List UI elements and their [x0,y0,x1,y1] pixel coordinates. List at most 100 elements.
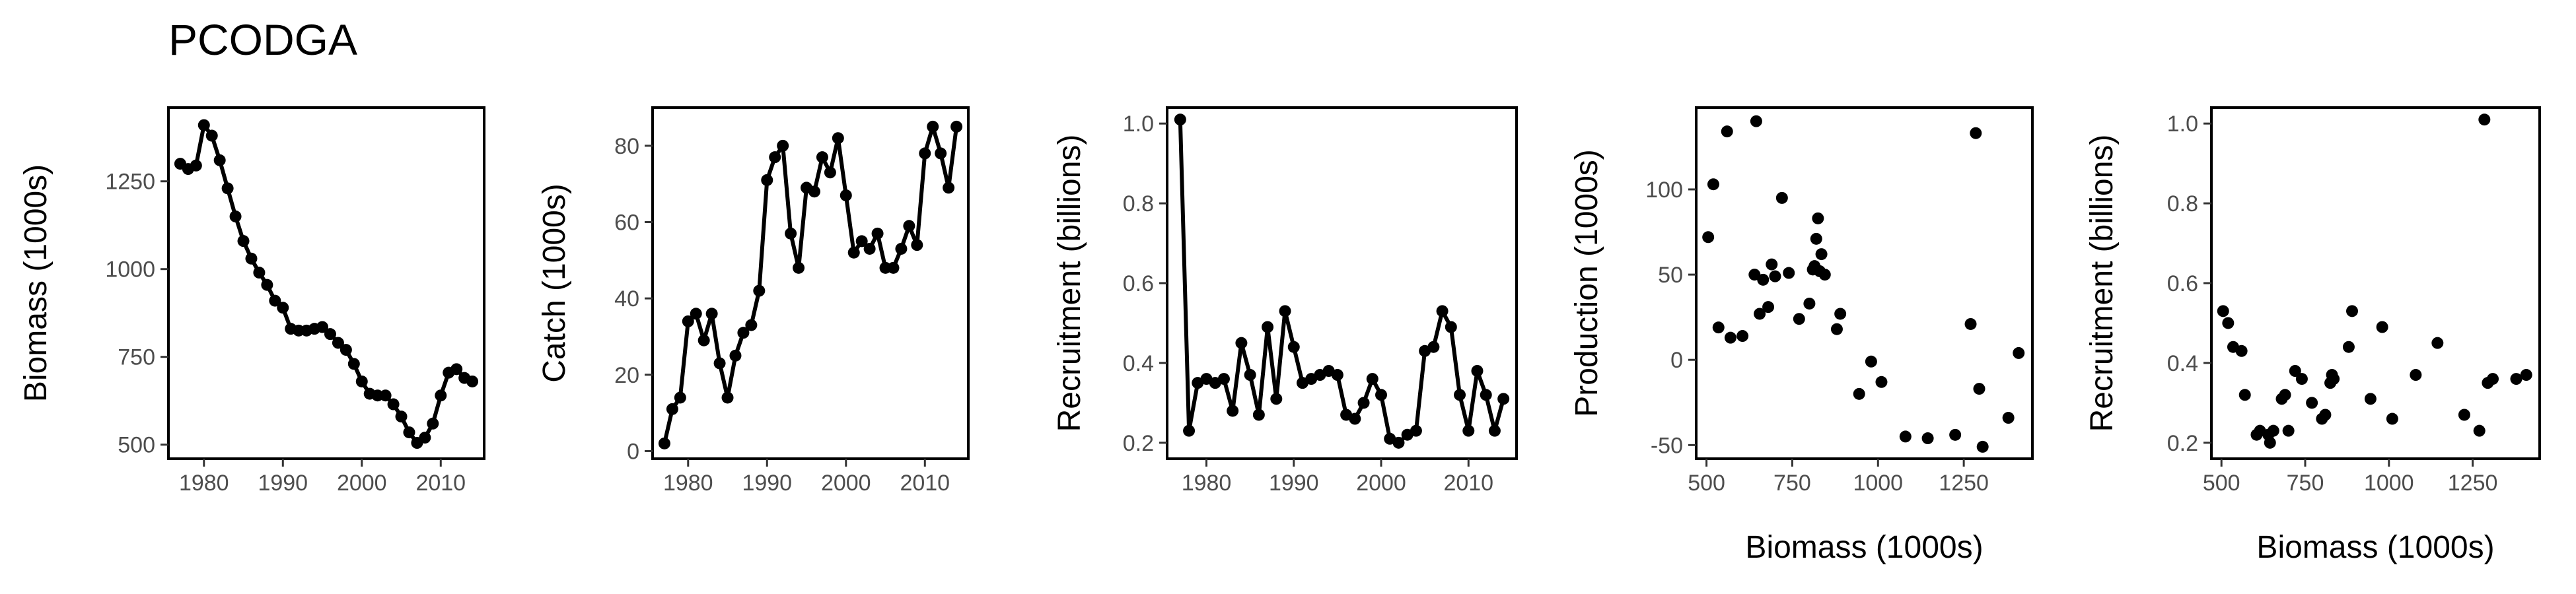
data-point [1976,440,1989,453]
data-point [427,417,439,430]
data-point [1748,269,1761,281]
data-point [1712,321,1725,334]
chart-panel-4: 500 750 1000 1250 -50 0 50 100 Production (1000s… [1569,106,2034,565]
data-point [1497,393,1510,405]
data-point [1392,436,1405,449]
data-point [785,227,797,240]
y-tick-label: 50 [1658,263,1683,288]
plot-frame [651,106,970,460]
x-tick-label: 1980 [179,471,229,496]
data-point [824,166,836,179]
data-point [832,132,844,145]
data-point [1949,428,1962,441]
data-point [690,308,702,320]
data-point [1875,376,1888,388]
x-axis-title: Biomass (1000s) [1745,530,1983,565]
x-tick-label: 2010 [415,471,466,496]
y-axis-title: Production (1000s) [1569,149,1604,417]
data-point [1235,337,1248,349]
data-point [2431,337,2444,349]
data-point [324,328,336,341]
data-point [1762,301,1775,314]
data-point [2342,341,2355,353]
data-point [705,308,718,320]
data-point [2473,424,2486,437]
data-point [919,147,931,160]
data-point [277,302,289,314]
data-point [253,267,266,279]
data-point [1462,424,1475,437]
data-point [2510,373,2522,385]
data-point [1445,321,1457,333]
data-point [1349,412,1361,425]
y-tick-label: 100 [1645,178,1683,203]
y-axis-title: Recruitment (billions) [2085,135,2120,432]
y-tick-label: 40 [614,286,639,312]
y-tick-label: 500 [118,433,155,458]
plot-frame [167,106,485,460]
data-point [1262,321,1274,333]
data-point [1174,114,1186,126]
data-point [1287,341,1300,353]
y-tick-label: 0.2 [1123,431,1154,456]
page-title: PCODGA [168,15,358,64]
data-point [2013,346,2025,359]
data-point [1270,393,1283,405]
data-point [340,344,352,356]
y-tick-label: 0.8 [2167,191,2198,216]
data-point [1736,330,1749,343]
x-tick-label: 500 [1688,471,1725,496]
data-point [729,349,742,362]
data-point [221,182,234,195]
data-point [847,246,860,259]
y-tick-label: 0 [627,439,639,464]
data-point [721,391,734,404]
data-point [2319,409,2332,421]
data-point [769,151,781,164]
data-point [1865,355,1877,368]
y-tick-label: 750 [118,345,155,370]
data-point [2328,373,2340,385]
x-tick-label: 1990 [258,471,308,496]
data-point [1973,383,1986,395]
data-point [2264,436,2276,449]
x-tick-label: 2000 [337,471,387,496]
x-tick-label: 1980 [1182,471,1232,496]
data-point [261,279,273,291]
y-tick-label: 0.6 [1123,271,1154,296]
x-tick-label: 750 [2287,471,2324,496]
data-point [2002,412,2015,424]
data-point [950,120,963,133]
data-point [316,321,329,333]
data-point [737,327,750,339]
data-point [1244,369,1256,381]
data-point [2386,412,2398,425]
x-tick-label: 1250 [1939,471,1989,496]
data-point [761,174,773,186]
data-point [1757,273,1770,286]
data-point [419,432,431,444]
data-point [395,411,408,423]
data-point [2306,397,2318,409]
x-tick-label: 1000 [2364,471,2414,496]
data-point [1783,267,1795,279]
chart-panel-1: 1980 1990 2000 2010 500 750 1000 1250 Biomass (1… [18,106,485,496]
data-point [674,391,686,404]
data-point [855,235,868,248]
data-point [2289,365,2301,377]
data-point [1488,424,1501,437]
data-point [1217,373,1230,385]
data-point [911,239,923,251]
data-point [887,261,900,274]
x-tick-label: 1250 [2448,471,2498,496]
data-point [1810,232,1822,245]
data-point [666,403,678,415]
data-point [1227,405,1239,417]
data-point [1803,297,1816,310]
x-tick-label: 1000 [1853,471,1903,496]
data-point [1834,308,1847,320]
data-point [713,357,726,370]
data-point [2267,424,2279,437]
data-point [1812,212,1824,224]
data-point [658,437,670,449]
